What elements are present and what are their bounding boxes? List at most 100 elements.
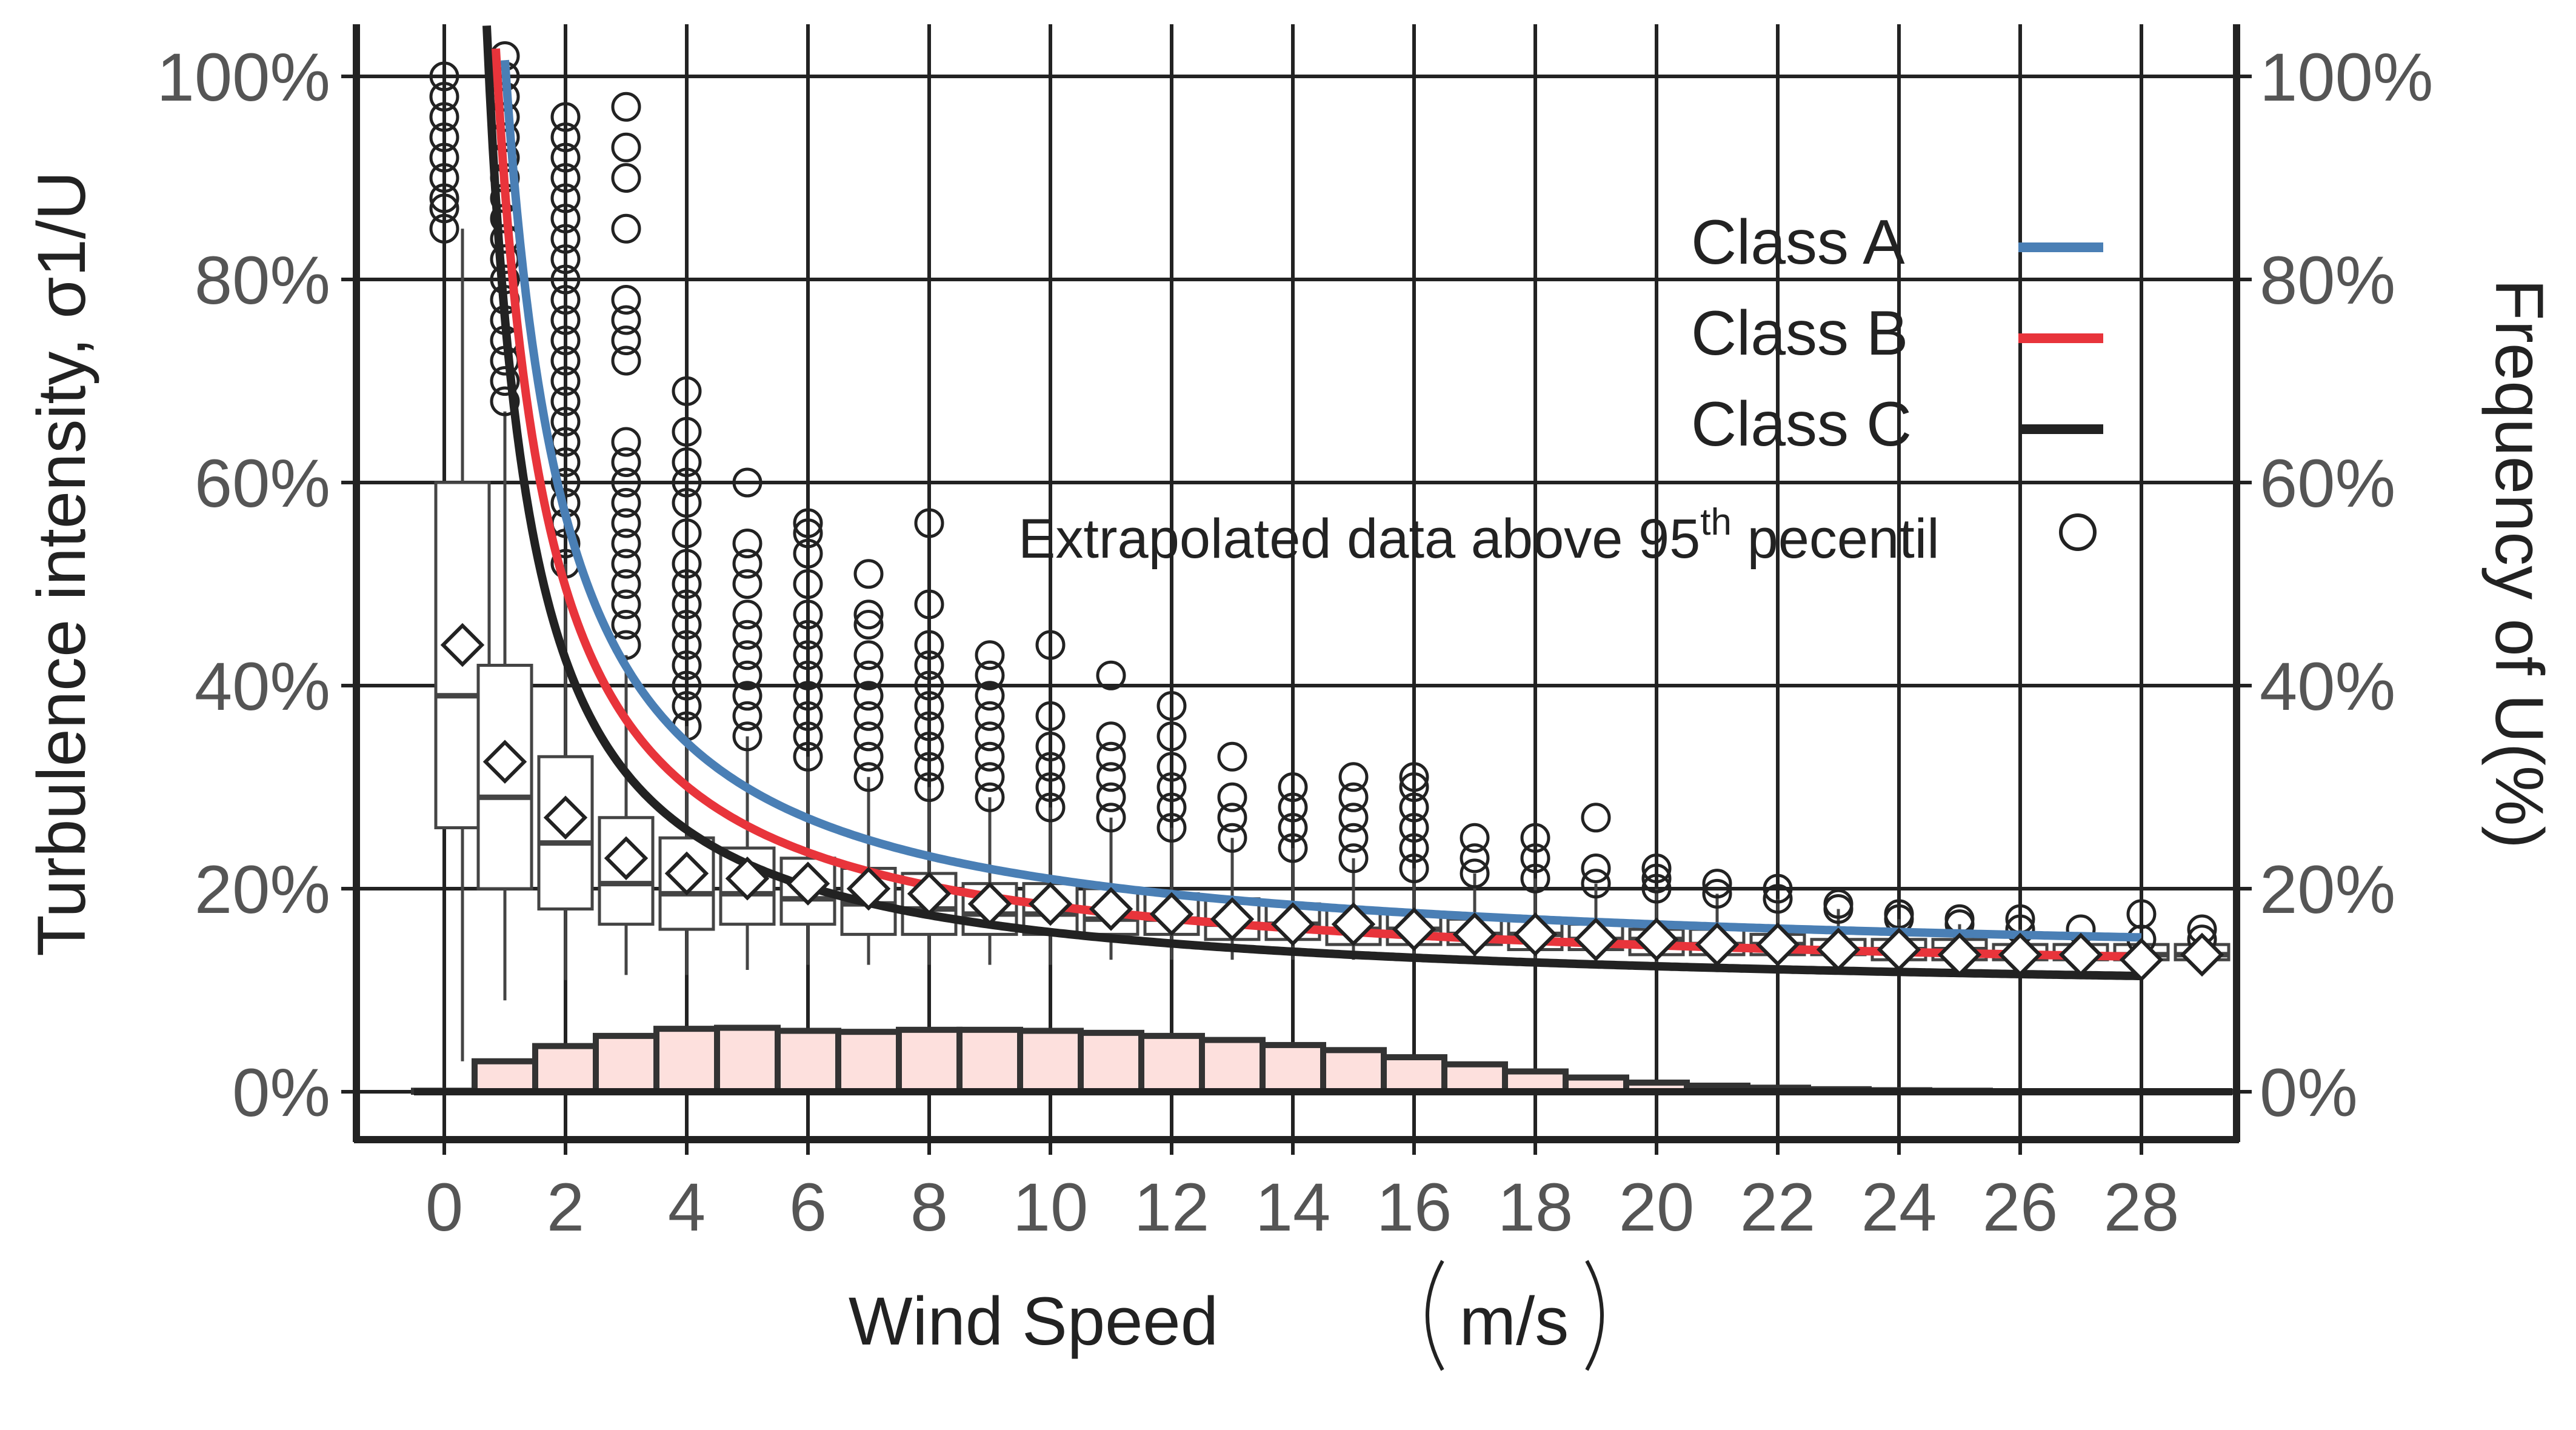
outlier-point-18-0 xyxy=(1520,863,1550,894)
outlier-point-5-8 xyxy=(732,549,762,579)
outlier-point-15-2 xyxy=(1338,803,1369,833)
x-tick-label-22: 22 xyxy=(1740,1169,1816,1245)
outlier-point-14-2 xyxy=(1278,792,1308,823)
mean-marker-17 xyxy=(1452,912,1497,957)
outlier-point-3-8 xyxy=(611,467,641,498)
x-axis-title: Wind Speed xyxy=(849,1283,1218,1359)
mean-marker-15 xyxy=(1331,902,1376,946)
y-tick-label-left-80: 80% xyxy=(195,242,330,318)
outlier-point-13-0 xyxy=(1217,823,1247,853)
outlier-point-0-2 xyxy=(429,183,459,213)
outlier-point-7-2 xyxy=(853,721,884,752)
outlier-point-21-1 xyxy=(1702,869,1732,899)
outlier-point-13-3 xyxy=(1217,741,1247,772)
x-tick-label-10: 10 xyxy=(1013,1169,1089,1245)
outlier-point-6-8 xyxy=(793,569,823,599)
x-tick-label-4: 4 xyxy=(668,1169,706,1245)
outlier-point-8-7 xyxy=(914,630,944,660)
mean-marker-28 xyxy=(2119,938,2164,982)
mean-marker-21 xyxy=(1695,922,1740,967)
outlier-point-2-4 xyxy=(550,467,581,498)
outlier-point-4-13 xyxy=(672,416,702,447)
outlier-point-3-18 xyxy=(611,92,641,122)
outlier-point-3-16 xyxy=(611,163,641,193)
outlier-point-7-7 xyxy=(853,610,884,640)
outlier-point-2-10 xyxy=(550,346,581,376)
x-tick-label-0: 0 xyxy=(425,1169,463,1245)
frequency-histogram xyxy=(411,1024,2235,1095)
histogram-bar-9 xyxy=(956,1026,1023,1095)
outlier-point-17-2 xyxy=(1460,823,1490,853)
histogram-bar-15 xyxy=(1320,1047,1387,1095)
y-tick-label-right-0: 0% xyxy=(2260,1055,2358,1131)
mean-marker-23 xyxy=(1816,927,1861,972)
outlier-point-4-1 xyxy=(672,691,702,721)
outlier-point-8-9 xyxy=(914,508,944,538)
outlier-point-2-20 xyxy=(550,142,581,173)
outlier-point-4-12 xyxy=(672,447,702,477)
outlier-point-7-4 xyxy=(853,681,884,711)
outlier-point-2-13 xyxy=(550,285,581,315)
outlier-point-6-2 xyxy=(793,701,823,731)
outlier-point-0-6 xyxy=(429,102,459,132)
outlier-point-4-10 xyxy=(672,488,702,518)
left-paren xyxy=(1426,1260,1444,1371)
outlier-point-20-1 xyxy=(1641,863,1672,894)
outlier-point-9-0 xyxy=(975,782,1005,812)
mean-marker-7 xyxy=(846,866,891,911)
outlier-point-20-0 xyxy=(1641,874,1672,904)
tick-labels: 0 2 4 6 8 10 12 14 16 18 20 22 24 26 280%20%40%60%80%1… xyxy=(157,39,2434,1245)
outlier-point-3-11 xyxy=(611,346,641,376)
outlier-point-5-7 xyxy=(732,569,762,599)
outlier-point-17-0 xyxy=(1460,858,1490,889)
outlier-point-6-11 xyxy=(793,508,823,538)
box-plot-9 xyxy=(961,797,1018,965)
x-tick-label-8: 8 xyxy=(910,1169,948,1245)
x-tick-label-20: 20 xyxy=(1619,1169,1695,1245)
outlier-point-7-3 xyxy=(853,701,884,731)
outlier-point-1-0 xyxy=(490,386,520,416)
outlier-point-2-12 xyxy=(550,305,581,335)
outlier-point-15-4 xyxy=(1338,762,1369,792)
legend: Class A Class B Class C xyxy=(1691,207,2103,459)
outlier-point-0-8 xyxy=(429,61,459,92)
mean-marker-20 xyxy=(1634,917,1679,961)
outlier-point-3-2 xyxy=(611,589,641,620)
mean-marker-3 xyxy=(604,836,649,880)
outlier-point-3-10 xyxy=(611,427,641,457)
outlier-point-2-15 xyxy=(550,244,581,274)
outlier-point-3-6 xyxy=(611,508,641,538)
outlier-point-6-4 xyxy=(793,660,823,690)
outlier-point-0-7 xyxy=(429,82,459,112)
x-axis-unit: m/s xyxy=(1460,1283,1569,1359)
outlier-point-28-1 xyxy=(2126,899,2157,929)
outlier-point-19-2 xyxy=(1581,803,1611,833)
histogram-bar-10 xyxy=(1017,1027,1084,1095)
mean-marker-4 xyxy=(664,851,709,896)
outlier-point-4-2 xyxy=(672,670,702,701)
curve-class-c xyxy=(482,25,2142,981)
outlier-point-17-1 xyxy=(1460,843,1490,874)
mean-marker-0 xyxy=(440,623,485,667)
outlier-point-9-2 xyxy=(975,741,1005,772)
outlier-point-5-2 xyxy=(732,681,762,711)
outlier-point-10-4 xyxy=(1035,701,1066,731)
histogram-bar-16 xyxy=(1381,1054,1447,1095)
outlier-point-8-5 xyxy=(914,670,944,701)
outlier-point-15-1 xyxy=(1338,823,1369,853)
outlier-point-10-5 xyxy=(1035,630,1066,660)
outlier-point-11-3 xyxy=(1096,741,1126,772)
histogram-bar-11 xyxy=(1078,1029,1144,1095)
svg-text:Extrapolated data above 95th p: Extrapolated data above 95th pecentil xyxy=(1018,501,1940,570)
extrapolation-annotation: Extrapolated data above 95th pecentil xyxy=(1018,501,2097,570)
outlier-point-7-5 xyxy=(853,660,884,690)
outlier-point-5-3 xyxy=(732,660,762,690)
outlier-point-20-2 xyxy=(1641,854,1672,883)
outlier-point-4-14 xyxy=(672,376,702,406)
outlier-point-3-7 xyxy=(611,488,641,518)
outlier-point-16-1 xyxy=(1399,833,1429,863)
outlier-point-5-6 xyxy=(732,600,762,630)
outlier-point-8-4 xyxy=(914,691,944,721)
outlier-point-12-0 xyxy=(1156,813,1187,843)
